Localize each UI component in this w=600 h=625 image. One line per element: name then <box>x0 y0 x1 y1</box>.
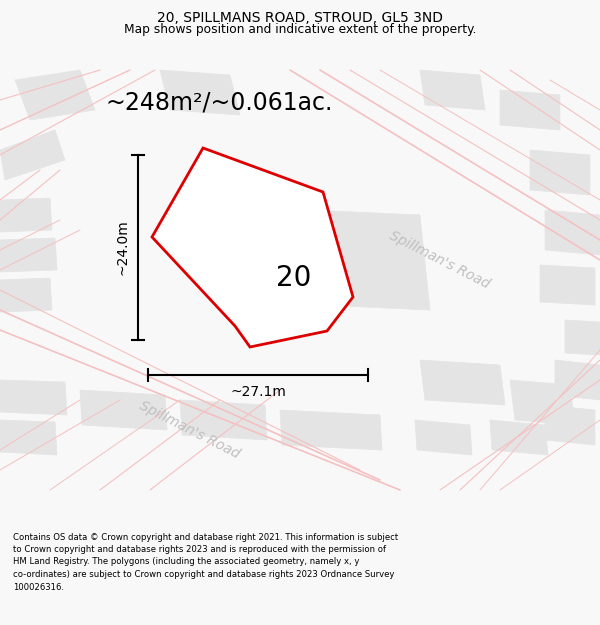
Polygon shape <box>160 70 240 115</box>
Polygon shape <box>0 380 67 415</box>
Text: ~24.0m: ~24.0m <box>115 219 129 276</box>
Polygon shape <box>500 90 560 130</box>
Polygon shape <box>152 148 353 347</box>
Text: ~248m²/~0.061ac.: ~248m²/~0.061ac. <box>105 90 332 114</box>
Text: 20: 20 <box>275 264 311 292</box>
Polygon shape <box>280 410 382 450</box>
Polygon shape <box>490 420 548 455</box>
Polygon shape <box>0 238 57 272</box>
Polygon shape <box>545 405 595 445</box>
Text: ~27.1m: ~27.1m <box>230 385 286 399</box>
Polygon shape <box>180 400 267 440</box>
Polygon shape <box>510 380 575 425</box>
Text: Map shows position and indicative extent of the property.: Map shows position and indicative extent… <box>124 23 476 36</box>
Polygon shape <box>310 210 430 310</box>
Polygon shape <box>530 150 590 195</box>
Text: Spillman's Road: Spillman's Road <box>137 399 242 461</box>
Polygon shape <box>0 420 57 455</box>
Polygon shape <box>0 130 65 180</box>
Polygon shape <box>420 360 505 405</box>
Polygon shape <box>80 390 167 430</box>
Text: 20, SPILLMANS ROAD, STROUD, GL5 3ND: 20, SPILLMANS ROAD, STROUD, GL5 3ND <box>157 11 443 25</box>
Text: Spillman's Road: Spillman's Road <box>388 229 493 291</box>
Polygon shape <box>415 420 472 455</box>
Polygon shape <box>565 320 600 355</box>
Polygon shape <box>545 210 600 255</box>
Polygon shape <box>540 265 595 305</box>
Text: Contains OS data © Crown copyright and database right 2021. This information is : Contains OS data © Crown copyright and d… <box>13 532 398 591</box>
Polygon shape <box>15 70 95 120</box>
Polygon shape <box>420 70 485 110</box>
Polygon shape <box>0 278 52 312</box>
Polygon shape <box>555 360 600 400</box>
Polygon shape <box>0 198 52 232</box>
